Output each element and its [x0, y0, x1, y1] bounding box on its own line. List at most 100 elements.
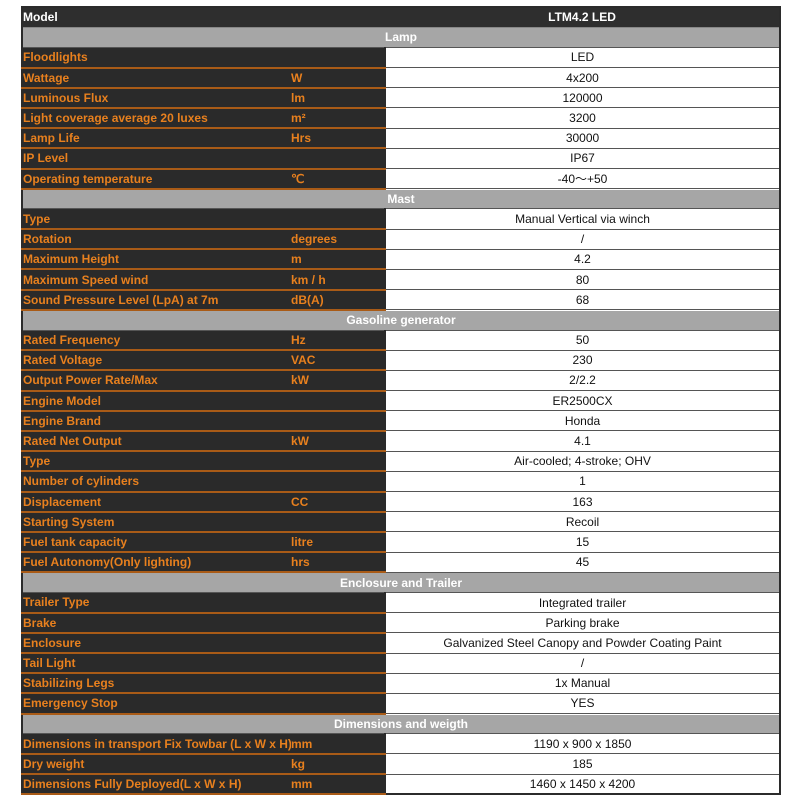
spec-value: YES: [384, 692, 781, 715]
spec-row: Stabilizing Legs 1x Manual: [22, 672, 781, 695]
spec-unit: km / h: [291, 269, 386, 291]
spec-unit: W: [291, 67, 386, 89]
spec-row: Sound Pressure Level (LpA) at 7m dB(A) 68: [22, 289, 781, 311]
section-header: Lamp: [22, 26, 781, 48]
spec-label: Displacement: [22, 491, 291, 513]
spec-row: Trailer Type Integrated trailer: [22, 591, 781, 614]
spec-label: IP Level: [22, 148, 291, 170]
spec-value: 3200: [384, 107, 781, 129]
spec-value: IP67: [384, 147, 781, 170]
spec-unit: m²: [291, 107, 386, 130]
spec-value: 163: [384, 490, 781, 513]
spec-row: Lamp Life Hrs 30000: [22, 127, 781, 150]
spec-label: Number of cylinders: [22, 471, 291, 493]
spec-label: Light coverage average 20 luxes: [22, 107, 291, 130]
spec-value: 2/2.2: [384, 369, 781, 392]
spec-row: Fuel tank capacity litre 15: [22, 531, 781, 554]
spec-label: Engine Brand: [22, 410, 291, 432]
spec-value: 1x Manual: [384, 672, 781, 694]
spec-value: Parking brake: [384, 612, 781, 634]
spec-row: Maximum Speed wind km / h 80: [22, 268, 781, 291]
spec-value: 230: [384, 349, 781, 371]
section-title: Lamp: [22, 26, 781, 48]
spec-value: Air-cooled; 4-stroke; OHV: [384, 450, 781, 472]
spec-row: Emergency Stop YES: [22, 692, 781, 715]
spec-label: Wattage: [22, 67, 291, 89]
spec-unit: dB(A): [291, 289, 386, 311]
spec-value: LED: [384, 46, 781, 69]
spec-label: Sound Pressure Level (LpA) at 7m: [22, 289, 291, 311]
spec-row: Dimensions in transport Fix Towbar (L x …: [22, 733, 781, 755]
spec-value: 120000: [384, 87, 781, 109]
spec-unit: [291, 511, 386, 533]
spec-row: Engine Model ER2500CX: [22, 390, 781, 412]
section-title: Mast: [22, 188, 781, 210]
section-header: Mast: [22, 188, 781, 210]
spec-row: Number of cylinders 1: [22, 470, 781, 493]
section-title: Gasoline generator: [22, 309, 781, 331]
spec-label: Dry weight: [22, 753, 291, 776]
spec-unit: [291, 632, 386, 655]
spec-row: Brake Parking brake: [22, 612, 781, 634]
spec-unit: [291, 148, 386, 170]
spec-unit: lm: [291, 87, 386, 109]
spec-label: Fuel Autonomy(Only lighting): [22, 552, 291, 574]
section-title: Dimensions and weigth: [22, 713, 781, 735]
spec-label: Output Power Rate/Max: [22, 370, 291, 392]
spec-row: Fuel Autonomy(Only lighting) hrs 45: [22, 551, 781, 574]
spec-row: Wattage W 4x200: [22, 67, 781, 89]
spec-label: Type: [22, 208, 291, 231]
spec-value: 50: [384, 329, 781, 351]
spec-table: Model LTM4.2 LED Lamp Floodlights LED Watta…: [21, 6, 782, 796]
spec-row: Tail Light /: [22, 652, 781, 675]
spec-unit: ℃: [291, 168, 386, 190]
spec-row: Dimensions Fully Deployed(L x W x H) mm 14…: [22, 773, 781, 796]
spec-unit: [291, 47, 386, 69]
spec-unit: kg: [291, 753, 386, 776]
spec-row: Light coverage average 20 luxes m² 3200: [22, 107, 781, 130]
spec-label: Lamp Life: [22, 128, 291, 150]
spec-label: Maximum Speed wind: [22, 269, 291, 291]
spec-label: Rated Net Output: [22, 430, 291, 453]
spec-value: 1460 x 1450 x 4200: [384, 773, 781, 795]
spec-label: Stabilizing Legs: [22, 673, 291, 695]
spec-value: Integrated trailer: [384, 591, 781, 614]
spec-label: Maximum Height: [22, 249, 291, 271]
spec-label: Rated Frequency: [22, 330, 291, 352]
spec-value: Honda: [384, 410, 781, 432]
spec-label: Dimensions Fully Deployed(L x W x H): [22, 774, 291, 796]
spec-row: Maximum Height m 4.2: [22, 248, 781, 271]
model-value: LTM4.2 LED: [385, 7, 781, 28]
spec-label: Rotation: [22, 229, 291, 251]
spec-row: Displacement CC 163: [22, 490, 781, 513]
spec-label: Fuel tank capacity: [22, 531, 291, 554]
spec-unit: Hrs: [291, 128, 386, 150]
spec-row: Dry weight kg 185: [22, 753, 781, 776]
spec-unit: [291, 693, 386, 715]
spec-label: Enclosure: [22, 632, 291, 655]
spec-label: Trailer Type: [22, 592, 291, 614]
spec-unit: [291, 390, 386, 412]
spec-value: 4.1: [384, 430, 781, 452]
spec-value: Recoil: [384, 511, 781, 533]
spec-label: Starting System: [22, 511, 291, 533]
spec-row: Rated Frequency Hz 50: [22, 329, 781, 352]
spec-row: Rated Voltage VAC 230: [22, 349, 781, 372]
spec-row: IP Level IP67: [22, 147, 781, 170]
spec-row: Floodlights LED: [22, 46, 781, 69]
spec-unit: [291, 673, 386, 695]
section-header: Dimensions and weigth: [22, 713, 781, 735]
spec-value: Galvanized Steel Canopy and Powder Coati…: [384, 632, 781, 654]
spec-label: Type: [22, 451, 291, 473]
spec-unit: litre: [291, 531, 386, 554]
spec-unit: kW: [291, 430, 386, 453]
spec-row: Operating temperature ℃ -40～+50: [22, 167, 781, 190]
spec-unit: m: [291, 249, 386, 271]
section-header: Gasoline generator: [22, 309, 781, 331]
spec-unit: mm: [291, 733, 386, 755]
spec-unit: degrees: [291, 229, 386, 251]
spec-label: Dimensions in transport Fix Towbar (L x …: [22, 733, 291, 755]
spec-unit: mm: [291, 774, 386, 796]
model-row: Model LTM4.2 LED: [22, 7, 781, 28]
spec-unit: [291, 471, 386, 493]
